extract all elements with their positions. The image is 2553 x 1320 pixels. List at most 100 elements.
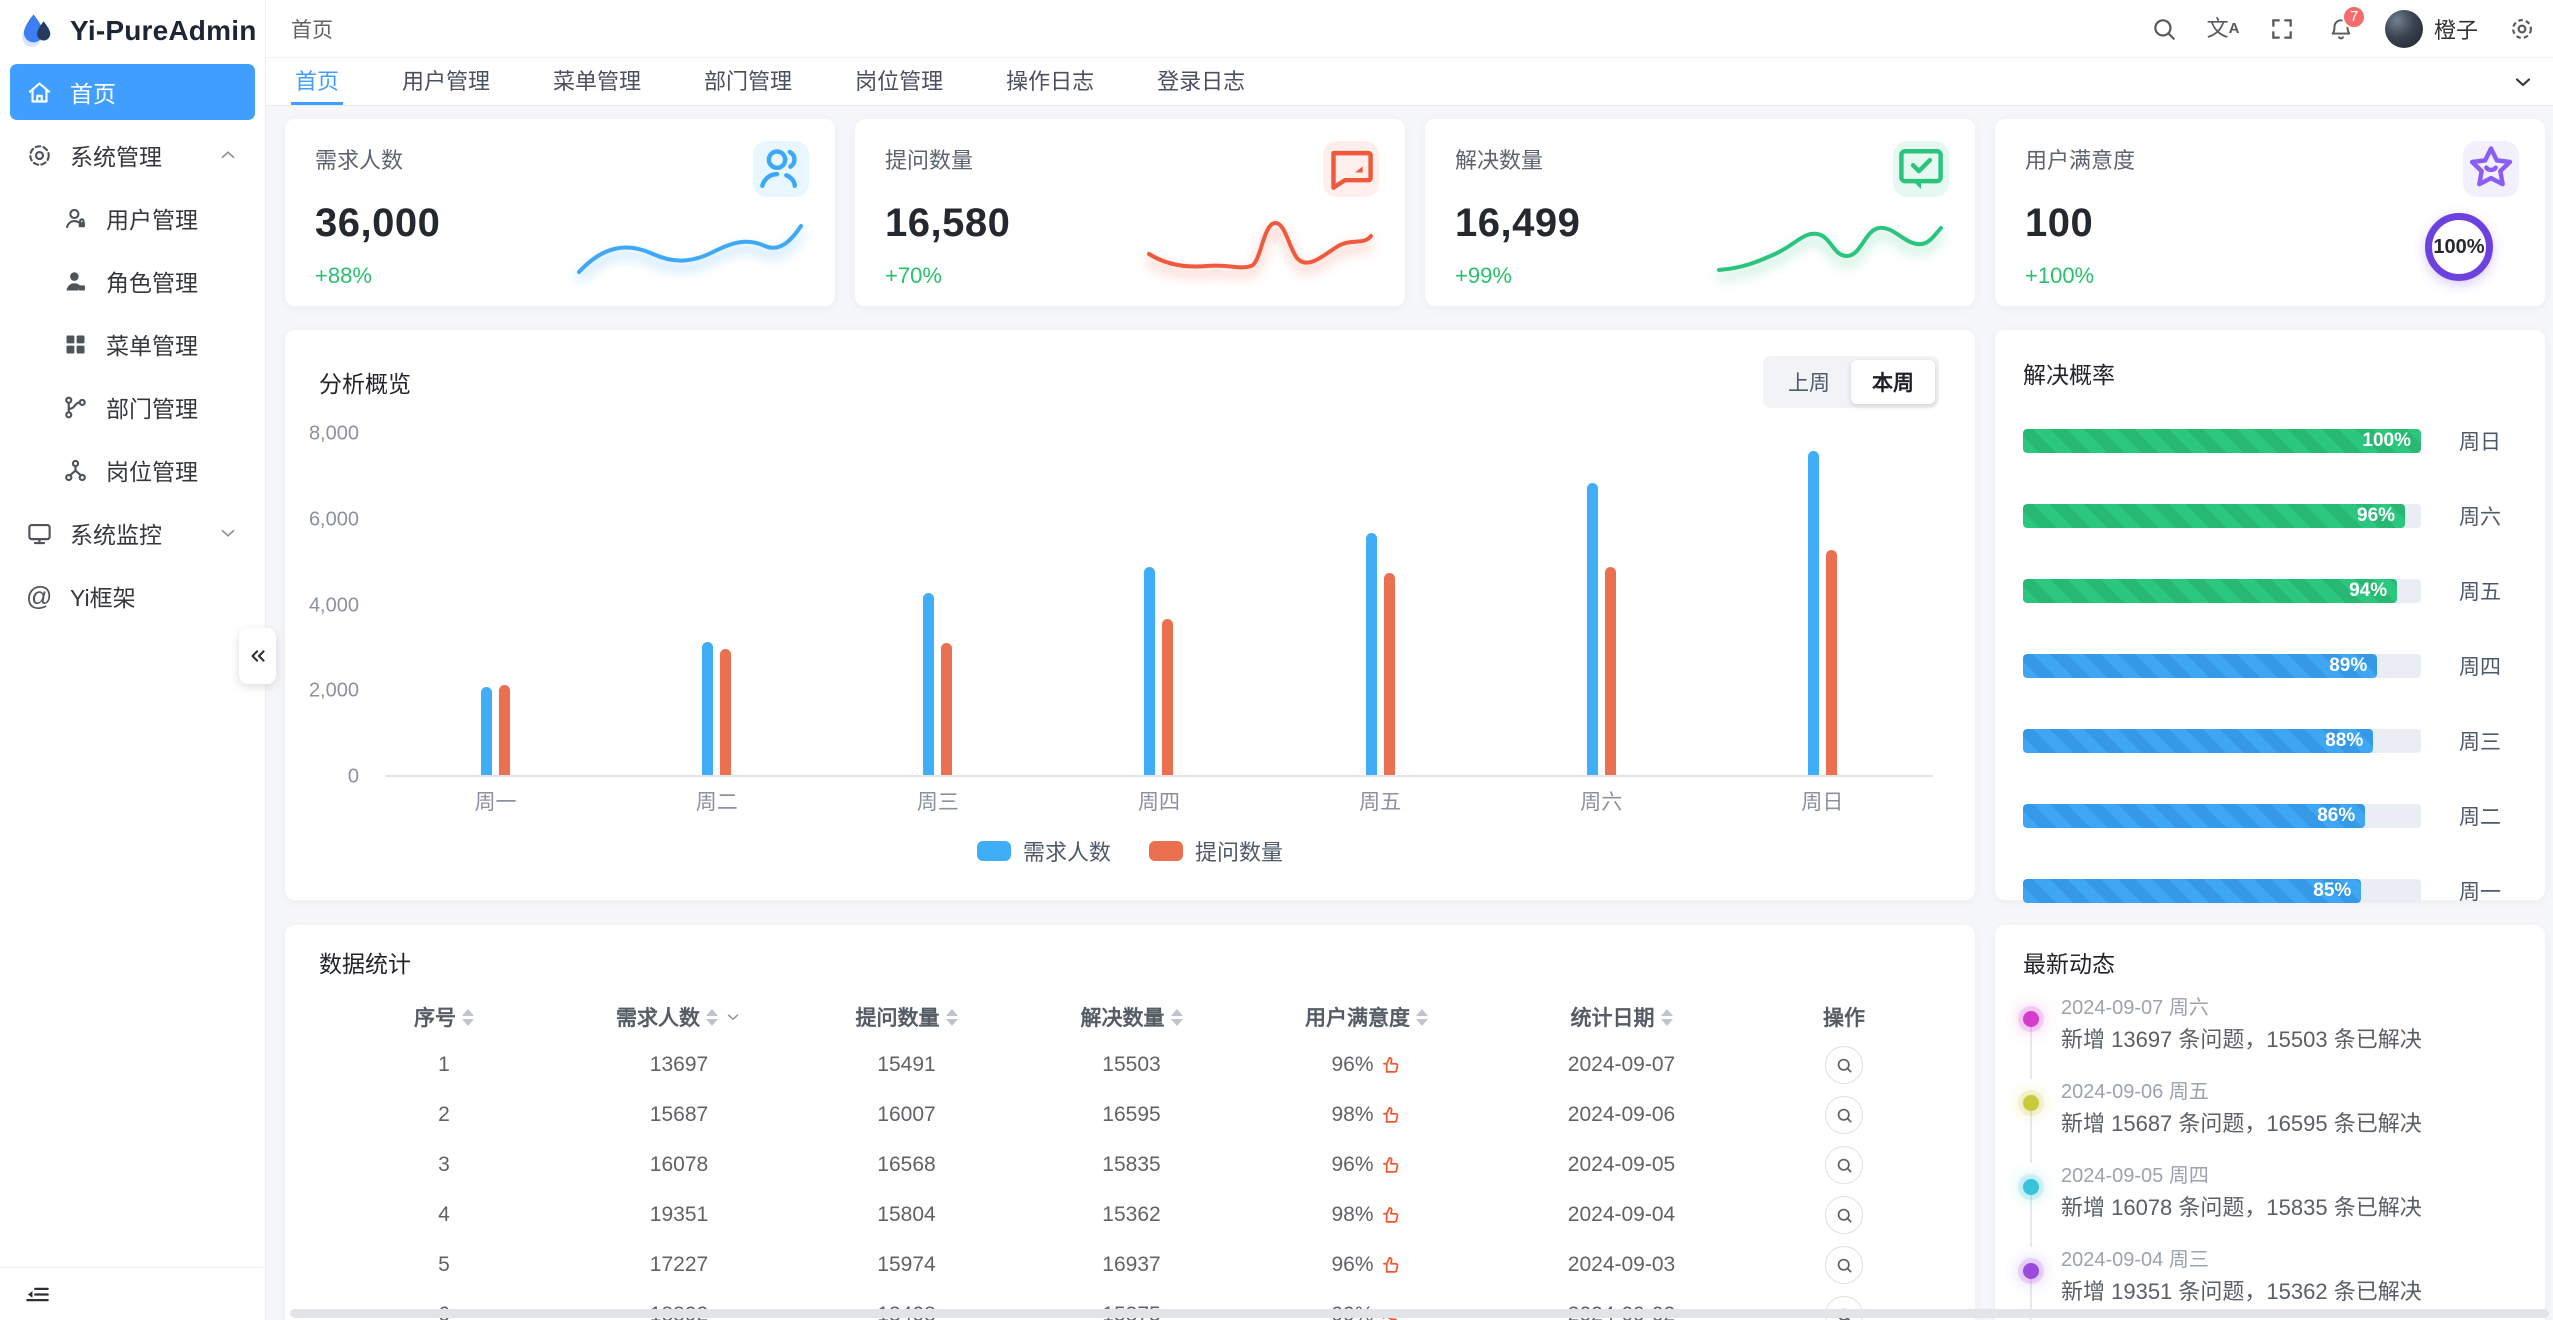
bar-周日[interactable] bbox=[1807, 451, 1819, 775]
sidebar-item-label: 系统管理 bbox=[70, 144, 162, 170]
bar-周二[interactable] bbox=[720, 649, 732, 775]
table-row: 3 16078 16568 15835 96% 2024-09-05 bbox=[319, 1140, 1941, 1190]
tab[interactable]: 岗位管理 bbox=[851, 58, 947, 105]
tab-label: 用户管理 bbox=[402, 69, 491, 94]
tabs-chevron-down-icon[interactable] bbox=[2511, 58, 2535, 105]
horizontal-scrollbar[interactable] bbox=[290, 1309, 2549, 1318]
bar-周三[interactable] bbox=[923, 593, 935, 775]
bar-周三[interactable] bbox=[941, 643, 953, 775]
stat-title: 解决数量 bbox=[1455, 148, 1544, 173]
bar-周二[interactable] bbox=[702, 642, 714, 775]
tab[interactable]: 用户管理 bbox=[398, 58, 494, 105]
settings-gear-icon[interactable] bbox=[2507, 14, 2537, 44]
column-chevron-down-icon[interactable] bbox=[724, 1008, 742, 1026]
stat-card: 提问数量 16,580 +70% bbox=[855, 119, 1405, 306]
analysis-overview-card: 分析概览 上周 本周 8,000 6,000 4,000 2,000 0 周一 周二 周三周… bbox=[285, 330, 1975, 900]
cell-question: 15974 bbox=[877, 1253, 936, 1276]
sidebar-item[interactable]: 系统监控 bbox=[10, 505, 255, 561]
view-row-button[interactable] bbox=[1825, 1196, 1863, 1234]
bar-group bbox=[606, 434, 827, 775]
legend-item[interactable]: 需求人数 bbox=[976, 835, 1111, 867]
notifications-bell-icon[interactable]: 7 bbox=[2326, 4, 2367, 44]
progress-row: 96% 周六 bbox=[2023, 501, 2517, 531]
sidebar-item[interactable]: 用户管理 bbox=[10, 190, 255, 246]
bar-周一[interactable] bbox=[481, 687, 493, 775]
tab[interactable]: 操作日志 bbox=[1002, 58, 1098, 105]
search-icon[interactable] bbox=[2149, 14, 2179, 44]
legend-chip bbox=[1149, 841, 1183, 861]
y-tick-label: 4,000 bbox=[308, 594, 359, 616]
x-axis-labels: 周一 周二 周三 周四 周五 周六 周日 bbox=[385, 786, 1933, 816]
view-row-button[interactable] bbox=[1825, 1046, 1863, 1084]
progress-day-label: 周日 bbox=[2459, 431, 2501, 454]
tab[interactable]: 菜单管理 bbox=[549, 58, 645, 105]
progress-row: 94% 周五 bbox=[2023, 576, 2517, 606]
sort-carets-icon[interactable] bbox=[1660, 1008, 1673, 1026]
bar-周一[interactable] bbox=[499, 685, 511, 775]
cell-date: 2024-09-05 bbox=[1567, 1153, 1676, 1176]
cell-solved: 16937 bbox=[1102, 1253, 1161, 1276]
table-header-cell[interactable]: 统计日期 bbox=[1494, 1002, 1749, 1032]
timeline-dot bbox=[2023, 1095, 2039, 1111]
table-header-cell[interactable]: 操作 bbox=[1749, 1002, 1939, 1032]
bar-周四[interactable] bbox=[1144, 567, 1156, 775]
view-row-button[interactable] bbox=[1825, 1146, 1863, 1184]
logo-row[interactable]: Yi-PureAdmin bbox=[0, 0, 265, 62]
timeline-entry: 2024-09-07 周六 新增 13697 条问题，15503 条已解决 bbox=[2023, 995, 2517, 1079]
last-week-button[interactable]: 上周 bbox=[1788, 372, 1830, 395]
bar-周四[interactable] bbox=[1162, 619, 1174, 775]
sidebar-item[interactable]: 角色管理 bbox=[10, 253, 255, 309]
user-menu[interactable]: 橙子 bbox=[2384, 9, 2478, 48]
view-row-button[interactable] bbox=[1825, 1096, 1863, 1134]
collapse-sidebar-button[interactable] bbox=[239, 628, 276, 684]
timeline-text: 新增 15687 条问题，16595 条已解决 bbox=[2061, 1111, 2422, 1136]
tab[interactable]: 部门管理 bbox=[700, 58, 796, 105]
timeline-date: 2024-09-04 周三 bbox=[2061, 1249, 2209, 1271]
sidebar-item[interactable]: @ Yi框架 bbox=[10, 568, 255, 624]
tab[interactable]: 登录日志 bbox=[1153, 58, 1249, 105]
sort-carets-icon[interactable] bbox=[706, 1008, 718, 1026]
sort-carets-icon[interactable] bbox=[1416, 1008, 1428, 1026]
bar-周五[interactable] bbox=[1365, 533, 1377, 775]
sort-carets-icon[interactable] bbox=[1170, 1008, 1183, 1026]
x-tick-label: 周四 bbox=[1137, 791, 1180, 814]
tab-label: 部门管理 bbox=[704, 69, 793, 94]
bar-周六[interactable] bbox=[1586, 483, 1598, 775]
bar-周日[interactable] bbox=[1825, 550, 1837, 775]
column-label: 用户满意度 bbox=[1305, 1007, 1410, 1030]
bar-周五[interactable] bbox=[1383, 573, 1395, 775]
table-header-cell[interactable]: 用户满意度 bbox=[1239, 1002, 1494, 1032]
sidebar-item[interactable]: 系统管理 bbox=[10, 127, 255, 183]
sidebar-item[interactable]: 首页 bbox=[10, 64, 255, 120]
table-header-cell[interactable]: 提问数量 bbox=[789, 1002, 1024, 1032]
sort-carets-icon[interactable] bbox=[462, 1008, 474, 1026]
timeline-text: 新增 13697 条问题，15503 条已解决 bbox=[2061, 1027, 2422, 1052]
progress-day-label: 周三 bbox=[2459, 731, 2501, 754]
progress-fill: 86% bbox=[2023, 804, 2366, 828]
y-tick-label: 2,000 bbox=[308, 679, 359, 702]
column-label: 统计日期 bbox=[1570, 1007, 1655, 1030]
sidebar-item[interactable]: 菜单管理 bbox=[10, 316, 255, 372]
stat-title: 用户满意度 bbox=[2025, 148, 2136, 173]
fullscreen-icon[interactable] bbox=[2267, 14, 2297, 44]
sort-carets-icon[interactable] bbox=[945, 1008, 958, 1026]
sidebar-item-label: 菜单管理 bbox=[106, 333, 198, 359]
tab[interactable]: 首页 bbox=[291, 58, 344, 105]
fold-sidebar-icon[interactable] bbox=[24, 1281, 51, 1308]
sidebar-item[interactable]: 部门管理 bbox=[10, 379, 255, 435]
cell-demand: 19351 bbox=[649, 1203, 709, 1226]
view-row-button[interactable] bbox=[1825, 1246, 1863, 1284]
legend-item[interactable]: 提问数量 bbox=[1149, 835, 1283, 867]
breadcrumb[interactable]: 首页 bbox=[291, 18, 333, 42]
table-header-cell[interactable]: 解决数量 bbox=[1024, 1002, 1239, 1032]
cell-solved: 15503 bbox=[1102, 1053, 1161, 1076]
bar-周六[interactable] bbox=[1604, 567, 1616, 775]
timeline-line bbox=[2030, 1111, 2032, 1163]
sidebar-item[interactable]: 岗位管理 bbox=[10, 442, 255, 498]
table-header-cell[interactable]: 需求人数 bbox=[569, 1002, 789, 1032]
progress-row: 89% 周四 bbox=[2023, 651, 2517, 681]
this-week-button[interactable]: 本周 bbox=[1851, 360, 1935, 404]
table-header-cell[interactable]: 序号 bbox=[319, 1002, 569, 1032]
x-tick-label: 周五 bbox=[1359, 791, 1402, 814]
